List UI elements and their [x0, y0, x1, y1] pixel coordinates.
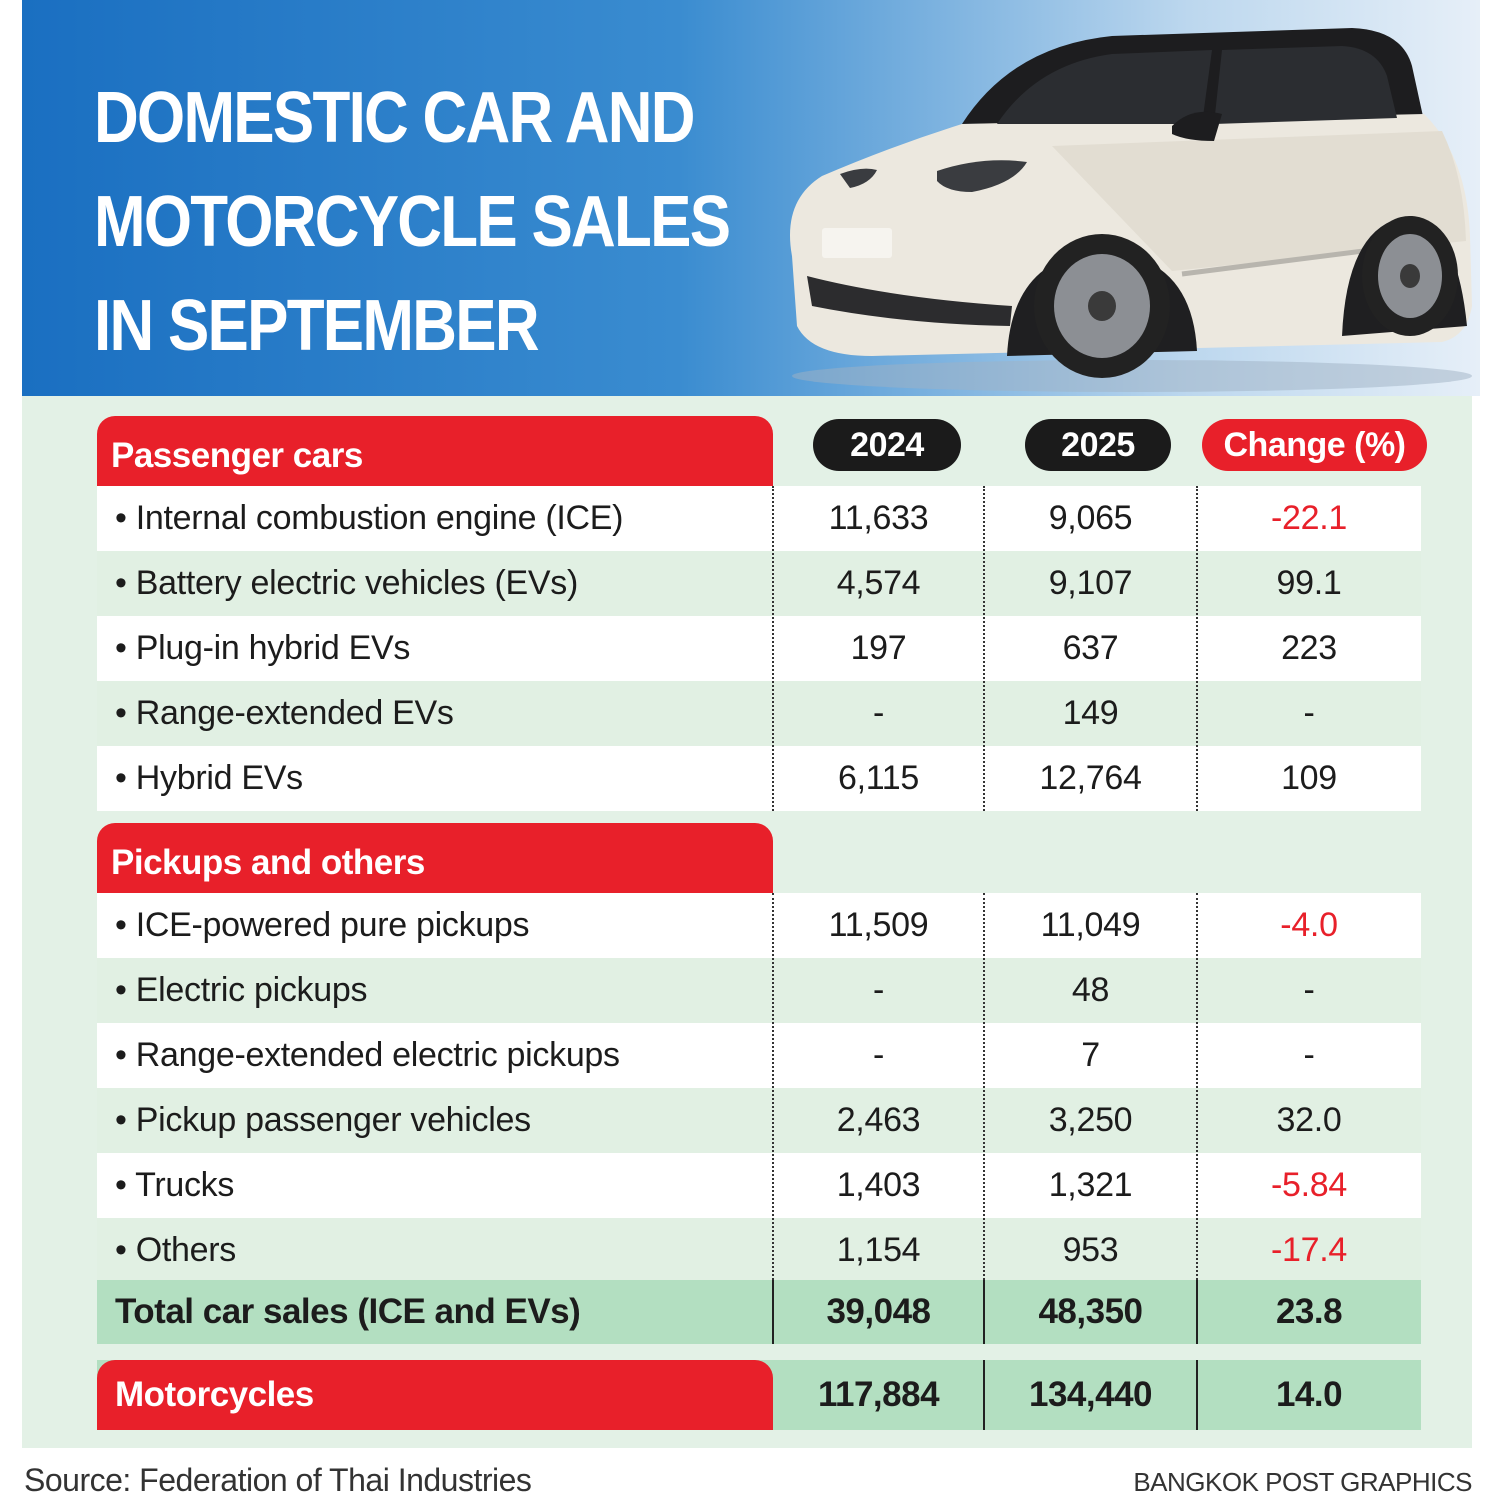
cell-2025: 9,065	[1048, 499, 1133, 537]
motorcycles-row: Motorcycles 117,884 134,440 14.0	[97, 1360, 1421, 1430]
title-line-1: DOMESTIC CAR AND	[94, 78, 695, 158]
total-2025: 48,350	[1038, 1292, 1143, 1331]
source-note: Source: Federation of Thai Industries	[24, 1462, 532, 1498]
total-2024: 39,048	[826, 1292, 931, 1331]
column-divider	[1196, 486, 1198, 811]
cell-2025: 48	[1071, 971, 1110, 1009]
cell-2024: 11,633	[828, 499, 929, 537]
car-illustration	[790, 28, 1472, 392]
row-label: • Internal combustion engine (ICE)	[115, 499, 624, 537]
row-label: • ICE-powered pure pickups	[115, 906, 530, 944]
graphics-credit: BANGKOK POST GRAPHICS	[1133, 1467, 1472, 1497]
title-line-3: IN SEPTEMBER	[94, 286, 540, 366]
motorcycles-label: Motorcycles	[97, 1360, 773, 1430]
motorcycles-2025: 134,440	[1028, 1375, 1153, 1414]
cell-change: -4.0	[1280, 906, 1338, 944]
cell-change: -	[1303, 694, 1315, 732]
cell-2024: 197	[850, 629, 907, 667]
cell-2025: 1,321	[1048, 1166, 1133, 1204]
cell-2025: 12,764	[1039, 759, 1142, 797]
cell-2025: 637	[1062, 629, 1119, 667]
row-label: • Range-extended EVs	[115, 694, 454, 732]
cell-2024: -	[872, 971, 885, 1009]
table-row: • Battery electric vehicles (EVs) 4,574 …	[97, 551, 1421, 616]
cell-2025: 3,250	[1048, 1101, 1133, 1139]
section-header-passenger-cars: Passenger cars	[97, 416, 773, 486]
section-header-pickups: Pickups and others	[97, 823, 773, 893]
column-divider	[983, 486, 985, 811]
motorcycles-change: 14.0	[1275, 1375, 1343, 1414]
cell-2025: 11,049	[1040, 906, 1141, 944]
cell-2024: 1,154	[836, 1231, 921, 1269]
page-title: DOMESTIC CAR AND MOTORCYCLE SALES IN SEP…	[94, 66, 731, 378]
cell-2024: 2,463	[836, 1101, 921, 1139]
column-divider	[983, 893, 985, 1280]
column-header-2024: 2024	[813, 419, 961, 471]
column-divider	[983, 1280, 985, 1344]
cell-2024: 4,574	[836, 564, 921, 602]
title-line-2: MOTORCYCLE SALES	[94, 182, 731, 262]
table-row: • Range-extended EVs - 149 -	[97, 681, 1421, 746]
table-row: • Trucks 1,403 1,321 -5.84	[97, 1153, 1421, 1218]
column-divider	[1196, 1360, 1198, 1430]
cell-2025: 7	[1081, 1036, 1100, 1074]
cell-change: -	[1303, 971, 1315, 1009]
cell-change: 32.0	[1276, 1101, 1342, 1139]
cell-2025: 9,107	[1048, 564, 1133, 602]
row-label: • Range-extended electric pickups	[115, 1036, 620, 1074]
table-row: • Plug-in hybrid EVs 197 637 223	[97, 616, 1421, 681]
row-label: • Battery electric vehicles (EVs)	[115, 564, 579, 602]
row-label: • Hybrid EVs	[115, 759, 303, 797]
table-row: • Hybrid EVs 6,115 12,764 109	[97, 746, 1421, 811]
row-label: • Others	[115, 1231, 236, 1269]
cell-change: -5.84	[1271, 1166, 1347, 1204]
total-row: Total car sales (ICE and EVs) 39,048 48,…	[97, 1280, 1421, 1344]
column-divider	[772, 893, 774, 1280]
header-banner: DOMESTIC CAR AND MOTORCYCLE SALES IN SEP…	[22, 0, 1480, 396]
table-row: • Range-extended electric pickups - 7 -	[97, 1023, 1421, 1088]
table-row: • ICE-powered pure pickups 11,509 11,049…	[97, 893, 1421, 958]
cell-2024: 1,403	[836, 1166, 921, 1204]
cell-2024: 11,509	[828, 906, 929, 944]
cell-2025: 149	[1062, 694, 1119, 732]
column-divider	[983, 1360, 985, 1430]
column-divider	[1196, 1280, 1198, 1344]
cell-2025: 953	[1062, 1231, 1119, 1269]
cell-change: -	[1303, 1036, 1315, 1074]
cell-2024: -	[872, 694, 885, 732]
table-row: • Others 1,154 953 -17.4	[97, 1218, 1421, 1283]
row-label: • Pickup passenger vehicles	[115, 1101, 531, 1139]
row-label: • Trucks	[115, 1166, 235, 1204]
cell-change: 99.1	[1276, 564, 1342, 602]
column-divider	[772, 1280, 774, 1344]
cell-change: 223	[1281, 629, 1337, 667]
cell-2024: 6,115	[837, 759, 920, 797]
column-divider	[772, 486, 774, 811]
cell-change: 109	[1281, 759, 1337, 797]
table-row: • Electric pickups - 48 -	[97, 958, 1421, 1023]
table-row: • Pickup passenger vehicles 2,463 3,250 …	[97, 1088, 1421, 1153]
total-label: Total car sales (ICE and EVs)	[115, 1292, 581, 1331]
column-header-change: Change (%)	[1202, 419, 1427, 471]
cell-2024: -	[872, 1036, 885, 1074]
row-label: • Plug-in hybrid EVs	[115, 629, 411, 667]
table-row: • Internal combustion engine (ICE) 11,63…	[97, 486, 1421, 551]
motorcycles-2024: 117,884	[817, 1375, 940, 1414]
column-header-2025: 2025	[1025, 419, 1171, 471]
column-divider	[1196, 893, 1198, 1280]
cell-change: -17.4	[1271, 1231, 1347, 1269]
total-change: 23.8	[1275, 1292, 1343, 1331]
cell-change: -22.1	[1271, 499, 1347, 537]
row-label: • Electric pickups	[115, 971, 368, 1009]
